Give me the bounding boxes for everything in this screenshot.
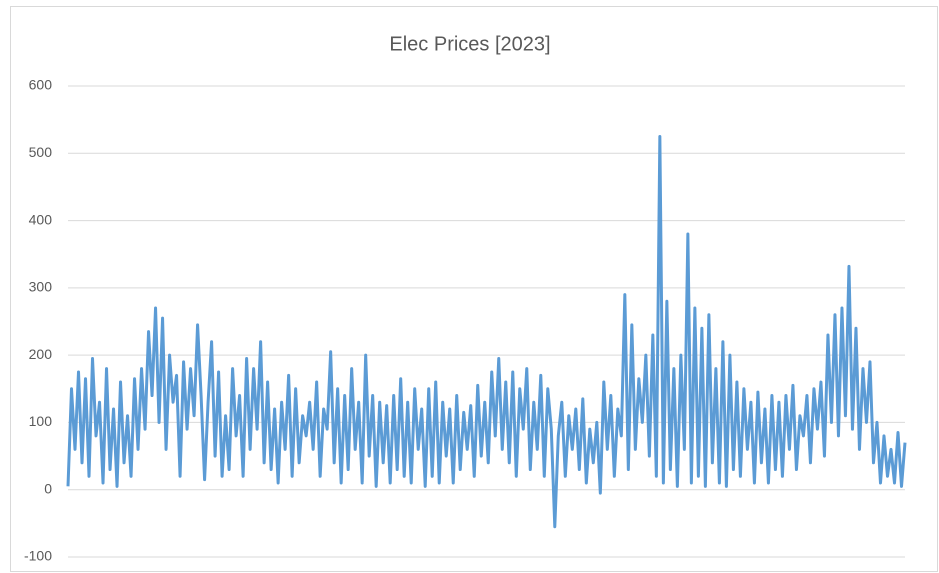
y-tick-label: 100	[29, 413, 53, 429]
y-tick-label: 0	[44, 480, 52, 496]
y-tick-label: 300	[29, 279, 53, 295]
y-tick-label: 200	[29, 346, 53, 362]
chart-title: Elec Prices [2023]	[389, 33, 550, 55]
y-tick-label: 400	[29, 211, 53, 227]
y-tick-label: -100	[24, 548, 52, 564]
y-tick-label: 600	[29, 77, 53, 93]
chart-border	[10, 6, 938, 572]
line-series	[66, 134, 907, 529]
y-tick-label: 500	[29, 144, 53, 160]
